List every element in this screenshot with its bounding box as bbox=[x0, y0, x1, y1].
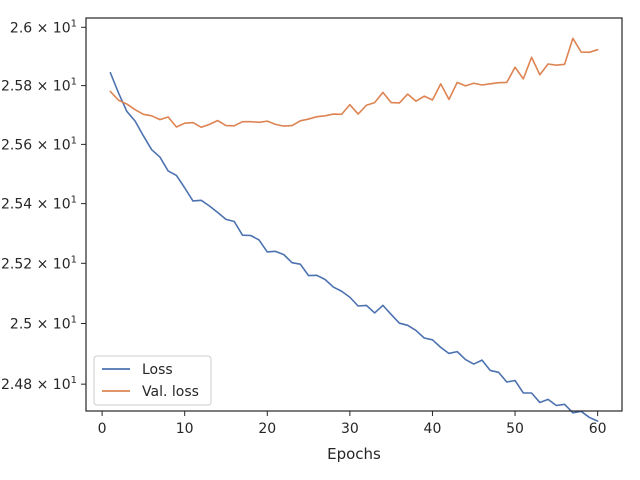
x-tick-label: 20 bbox=[258, 421, 276, 437]
x-tick-label: 10 bbox=[176, 421, 194, 437]
legend-label: Val. loss bbox=[142, 384, 199, 400]
plot-area-frame bbox=[85, 17, 623, 412]
legend: Loss Val. loss bbox=[93, 355, 212, 406]
x-tick-label: 40 bbox=[424, 421, 442, 437]
x-tick-label: 0 bbox=[98, 421, 107, 437]
series-line-val-loss bbox=[109, 37, 599, 129]
series-layer bbox=[109, 37, 599, 422]
y-tick-label: 2.56 × 101 bbox=[1, 135, 77, 153]
y-tick-label: 2.52 × 101 bbox=[1, 254, 77, 272]
y-axis: 2.48 × 101 2.5 × 101 2.52 × 101 2.54 × 101 2… bbox=[1, 18, 86, 393]
x-tick-label: 60 bbox=[589, 421, 607, 437]
y-tick-label: 2.48 × 101 bbox=[1, 375, 77, 393]
x-axis: 0 10 20 30 40 50 60 bbox=[98, 411, 607, 437]
series-line-loss bbox=[109, 71, 599, 422]
y-tick-label: 2.54 × 101 bbox=[1, 195, 77, 213]
y-tick-label: 2.6 × 101 bbox=[10, 18, 77, 36]
y-tick-label: 2.5 × 101 bbox=[10, 314, 77, 332]
x-tick-label: 50 bbox=[506, 421, 524, 437]
x-tick-label: 30 bbox=[341, 421, 359, 437]
x-axis-label: Epochs bbox=[327, 445, 381, 463]
y-tick-label: 2.58 × 101 bbox=[1, 77, 77, 95]
legend-label: Loss bbox=[142, 362, 173, 378]
